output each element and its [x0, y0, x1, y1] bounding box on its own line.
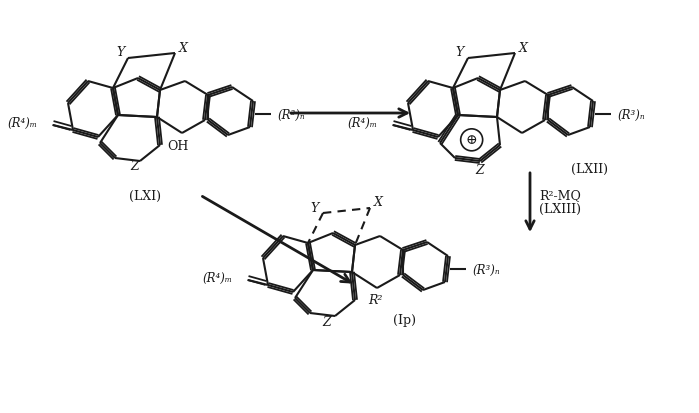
- Text: (Ip): (Ip): [394, 314, 417, 327]
- Text: X: X: [373, 196, 382, 209]
- Text: Y: Y: [311, 201, 319, 214]
- Text: (R⁴)ₘ: (R⁴)ₘ: [203, 271, 233, 284]
- Text: Z: Z: [323, 316, 331, 329]
- Text: (R³)ₙ: (R³)ₙ: [278, 108, 305, 121]
- Text: Z: Z: [476, 163, 484, 176]
- Text: ⊕: ⊕: [466, 133, 477, 147]
- Text: (R⁴)ₘ: (R⁴)ₘ: [8, 116, 38, 129]
- Text: OH: OH: [167, 139, 189, 152]
- Text: Y: Y: [116, 46, 124, 59]
- Text: X: X: [519, 41, 528, 55]
- Text: Z: Z: [131, 160, 139, 173]
- Text: X: X: [178, 41, 187, 55]
- Text: (R⁴)ₘ: (R⁴)ₘ: [348, 116, 378, 129]
- Text: (LXII): (LXII): [572, 162, 609, 175]
- Text: R²-MQ: R²-MQ: [539, 189, 581, 202]
- Text: Y: Y: [456, 46, 464, 59]
- Text: (R³)ₙ: (R³)ₙ: [473, 263, 500, 276]
- Text: (LXIII): (LXIII): [539, 202, 581, 215]
- Text: (R³)ₙ: (R³)ₙ: [617, 108, 644, 121]
- Text: (LXI): (LXI): [129, 189, 161, 202]
- Text: R²: R²: [368, 294, 382, 307]
